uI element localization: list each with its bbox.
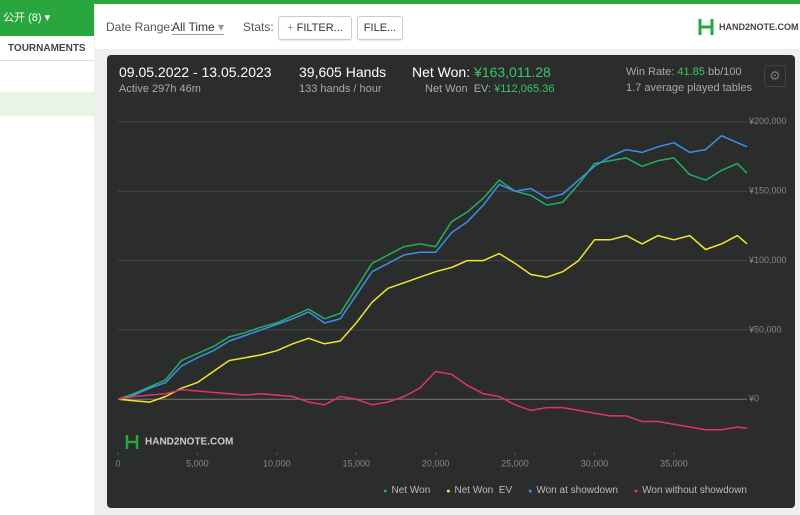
series-line xyxy=(117,134,748,401)
logo: HAND2NOTE.COM xyxy=(719,22,799,32)
x-tick-label: 35,000 xyxy=(660,458,688,468)
legend: ● Net Won ● Net Won EV ● Won at showdown ● Won … xyxy=(383,485,747,496)
y-tick-label: ¥0 xyxy=(748,394,759,404)
value: All Time xyxy=(172,20,215,34)
watermark: HAND2NOTE.COM xyxy=(145,437,233,448)
x-tick-label: 5,000 xyxy=(186,458,209,468)
legend-dot: ● xyxy=(446,488,451,495)
series-line xyxy=(117,370,748,431)
label: Net Won: xyxy=(412,64,471,80)
label: FILTER... xyxy=(296,22,343,34)
toolbar: Date Range: All Time ▾ Stats: + FILTER..… xyxy=(95,5,800,49)
x-tick-label: 15,000 xyxy=(342,458,370,468)
x-tick-label: 30,000 xyxy=(581,458,609,468)
x-tick-label: 20,000 xyxy=(422,458,450,468)
y-tick-label: ¥150,000 xyxy=(748,186,787,196)
legend-item[interactable]: ● Net Won xyxy=(383,485,430,496)
tables: 1.7 average played tables xyxy=(626,82,752,94)
unit: bb/100 xyxy=(707,66,742,78)
filter-button[interactable]: + FILTER... xyxy=(278,16,352,40)
value: ¥163,011.28 xyxy=(474,64,551,80)
legend-label: Won without showdown xyxy=(642,485,747,496)
legend-label: Net Won EV xyxy=(454,485,513,496)
file-button[interactable]: FILE... xyxy=(357,16,403,40)
net-won: Net Won: ¥163,011.28 xyxy=(412,64,551,80)
dropdown-label: 公开 (8) xyxy=(3,12,42,24)
value: 41.85 xyxy=(677,66,705,78)
value: ¥112,065.36 xyxy=(494,83,555,95)
legend-item[interactable]: ● Won at showdown xyxy=(528,485,618,496)
x-tick-label: 0 xyxy=(115,458,120,468)
sidebar xyxy=(0,0,94,515)
y-tick-label: ¥100,000 xyxy=(748,255,787,265)
series-line xyxy=(117,157,748,401)
label: Stats: xyxy=(243,20,274,34)
legend-dot: ● xyxy=(528,488,533,495)
top-line xyxy=(94,0,800,4)
y-tick-label: ¥50,000 xyxy=(748,324,782,334)
hands-per-hour: 133 hands / hour xyxy=(299,83,382,95)
series-line xyxy=(117,234,748,403)
legend-dot: ● xyxy=(383,488,388,495)
chart: HAND2NOTE.COM ¥0 ¥50,000 ¥100,000 ¥150,000 ¥… xyxy=(115,116,787,468)
net-won-ev: Net Won EV: ¥112,065.36 xyxy=(425,83,554,95)
y-tick-label: ¥200,000 xyxy=(748,116,787,126)
legend-dot: ● xyxy=(633,488,639,495)
x-tick-label: 10,000 xyxy=(263,458,291,468)
active: Active 297h 46m xyxy=(119,83,201,95)
label: Net Won EV: xyxy=(425,83,492,95)
logo-icon xyxy=(698,19,714,35)
selected-row[interactable] xyxy=(0,92,94,116)
graph-panel: 09.05.2022 - 13.05.2023 Active 297h 46m … xyxy=(107,55,795,508)
watermark-icon xyxy=(125,435,139,449)
win-rate: Win Rate: 41.85 bb/100 xyxy=(626,66,742,78)
tab[interactable]: TOURNAMENTS xyxy=(0,38,94,61)
legend-label: Net Won xyxy=(391,485,431,496)
dropdown[interactable]: 公开 (8) ▾ xyxy=(0,0,94,36)
legend-label: Won at showdown xyxy=(536,485,618,496)
hands: 39,605 Hands xyxy=(299,64,387,80)
date-range[interactable]: All Time ▾ xyxy=(172,20,225,35)
x-tick-label: 25,000 xyxy=(501,458,529,468)
period: 09.05.2022 - 13.05.2023 xyxy=(119,64,272,80)
label: Date Range: xyxy=(106,20,174,34)
settings-button[interactable]: ⚙ xyxy=(764,65,786,87)
legend-item[interactable]: ● Net Won EV xyxy=(446,485,512,496)
legend-item[interactable]: ● Won without showdown xyxy=(634,485,747,496)
label: Win Rate: xyxy=(626,66,675,78)
